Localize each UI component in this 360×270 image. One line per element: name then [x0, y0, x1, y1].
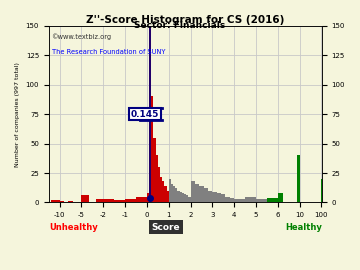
Bar [162, 181, 165, 202]
Bar [68, 201, 73, 202]
Bar [149, 28, 151, 202]
Bar [51, 200, 60, 202]
Bar [96, 199, 103, 202]
Bar [177, 191, 180, 202]
Bar [188, 197, 190, 202]
Text: ©www.textbiz.org: ©www.textbiz.org [51, 33, 112, 39]
Text: 0.145: 0.145 [131, 110, 159, 119]
Y-axis label: Number of companies (997 total): Number of companies (997 total) [15, 62, 20, 167]
Bar [175, 188, 177, 202]
Bar [160, 177, 162, 202]
Bar [180, 192, 182, 202]
Bar [171, 184, 173, 202]
Bar [230, 198, 234, 202]
Text: Score: Score [152, 223, 180, 232]
Bar [147, 193, 149, 202]
Bar [182, 193, 184, 202]
Bar [167, 191, 169, 202]
Bar [186, 195, 188, 202]
Bar [278, 193, 283, 202]
Bar [204, 188, 208, 202]
Bar [195, 184, 199, 202]
Bar [136, 197, 147, 202]
Title: Z''-Score Histogram for CS (2016): Z''-Score Histogram for CS (2016) [86, 15, 284, 25]
Bar [256, 199, 267, 202]
Bar [267, 198, 278, 202]
Bar [81, 195, 89, 202]
Text: Unhealthy: Unhealthy [49, 223, 98, 232]
Bar [245, 197, 256, 202]
Bar [225, 197, 230, 202]
Bar [190, 181, 195, 202]
Bar [173, 186, 175, 202]
Text: Sector: Financials: Sector: Financials [134, 21, 226, 30]
Bar [199, 186, 204, 202]
Bar [151, 96, 153, 202]
Bar [217, 193, 221, 202]
Bar [221, 194, 225, 202]
Bar [208, 191, 212, 202]
Bar [60, 201, 64, 202]
Text: The Research Foundation of SUNY: The Research Foundation of SUNY [51, 49, 165, 55]
Bar [212, 192, 217, 202]
Bar [184, 194, 186, 202]
Text: Healthy: Healthy [285, 223, 322, 232]
Bar [297, 155, 300, 202]
Bar [156, 155, 158, 202]
Bar [153, 138, 156, 202]
Bar [103, 199, 114, 202]
Bar [114, 200, 125, 202]
Bar [234, 199, 245, 202]
Bar [165, 186, 167, 202]
Bar [158, 167, 160, 202]
Bar [169, 179, 171, 202]
Bar [125, 199, 136, 202]
